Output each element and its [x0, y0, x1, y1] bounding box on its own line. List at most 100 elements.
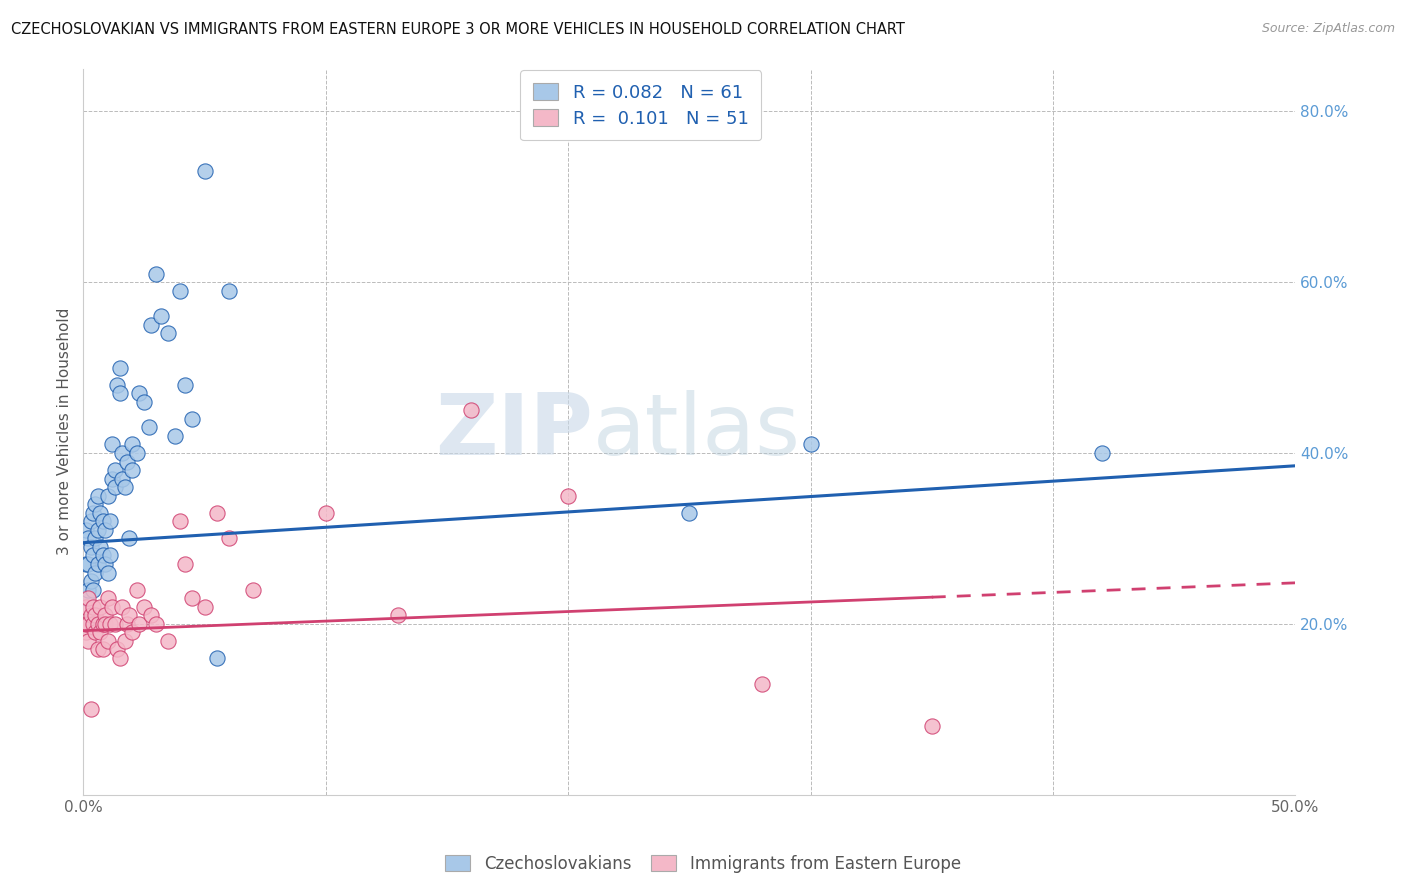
Point: [75, 599, 97, 614]
Point: [114, 480, 136, 494]
Point: [89, 540, 111, 554]
Point: [82, 549, 104, 563]
Point: [132, 394, 155, 409]
Point: [169, 284, 191, 298]
Point: [82, 599, 104, 614]
Point: [921, 719, 943, 733]
Legend: Czechoslovakians, Immigrants from Eastern Europe: Czechoslovakians, Immigrants from Easter…: [439, 848, 967, 880]
Point: [751, 676, 773, 690]
Point: [111, 599, 134, 614]
Point: [89, 625, 111, 640]
Point: [84, 566, 107, 580]
Point: [242, 582, 264, 597]
Point: [128, 616, 150, 631]
Point: [91, 616, 114, 631]
Point: [94, 616, 117, 631]
Point: [79, 702, 101, 716]
Point: [75, 616, 97, 631]
Point: [678, 506, 700, 520]
Point: [145, 616, 167, 631]
Point: [557, 489, 579, 503]
Point: [84, 625, 107, 640]
Point: [111, 472, 134, 486]
Point: [157, 634, 180, 648]
Text: atlas: atlas: [592, 390, 800, 473]
Point: [125, 446, 148, 460]
Point: [218, 284, 240, 298]
Point: [98, 549, 121, 563]
Point: [96, 489, 118, 503]
Point: [75, 625, 97, 640]
Point: [174, 557, 197, 571]
Point: [75, 591, 97, 606]
Point: [79, 608, 101, 623]
Point: [84, 532, 107, 546]
Legend: R = 0.082   N = 61, R =  0.101   N = 51: R = 0.082 N = 61, R = 0.101 N = 51: [520, 70, 761, 140]
Point: [77, 616, 100, 631]
Point: [77, 582, 100, 597]
Text: CZECHOSLOVAKIAN VS IMMIGRANTS FROM EASTERN EUROPE 3 OR MORE VEHICLES IN HOUSEHOL: CZECHOSLOVAKIAN VS IMMIGRANTS FROM EASTE…: [11, 22, 905, 37]
Point: [77, 532, 100, 546]
Point: [79, 540, 101, 554]
Point: [1090, 446, 1112, 460]
Point: [181, 591, 204, 606]
Point: [94, 523, 117, 537]
Point: [98, 616, 121, 631]
Point: [77, 557, 100, 571]
Point: [128, 386, 150, 401]
Point: [149, 310, 172, 324]
Point: [108, 360, 131, 375]
Point: [108, 651, 131, 665]
Point: [82, 506, 104, 520]
Point: [91, 549, 114, 563]
Text: Source: ZipAtlas.com: Source: ZipAtlas.com: [1261, 22, 1395, 36]
Point: [121, 437, 143, 451]
Point: [96, 591, 118, 606]
Point: [157, 326, 180, 341]
Point: [75, 523, 97, 537]
Point: [105, 377, 128, 392]
Point: [104, 616, 127, 631]
Point: [118, 532, 141, 546]
Point: [121, 463, 143, 477]
Point: [82, 616, 104, 631]
Point: [87, 557, 110, 571]
Point: [108, 386, 131, 401]
Point: [84, 608, 107, 623]
Point: [315, 506, 337, 520]
Point: [181, 412, 204, 426]
Point: [101, 599, 124, 614]
Point: [87, 489, 110, 503]
Point: [169, 514, 191, 528]
Point: [193, 599, 215, 614]
Point: [101, 437, 124, 451]
Point: [79, 574, 101, 588]
Point: [91, 642, 114, 657]
Point: [101, 472, 124, 486]
Point: [205, 506, 228, 520]
Point: [460, 403, 482, 417]
Point: [104, 480, 127, 494]
Point: [89, 599, 111, 614]
Point: [77, 591, 100, 606]
Point: [115, 616, 138, 631]
Point: [205, 651, 228, 665]
Point: [800, 437, 823, 451]
Point: [82, 582, 104, 597]
Point: [115, 454, 138, 468]
Point: [91, 514, 114, 528]
Point: [87, 616, 110, 631]
Point: [104, 463, 127, 477]
Point: [75, 557, 97, 571]
Point: [387, 608, 409, 623]
Point: [89, 506, 111, 520]
Point: [98, 514, 121, 528]
Point: [218, 532, 240, 546]
Point: [96, 634, 118, 648]
Point: [79, 514, 101, 528]
Text: ZIP: ZIP: [434, 390, 592, 473]
Point: [121, 625, 143, 640]
Point: [118, 608, 141, 623]
Point: [87, 523, 110, 537]
Y-axis label: 3 or more Vehicles in Household: 3 or more Vehicles in Household: [58, 308, 72, 556]
